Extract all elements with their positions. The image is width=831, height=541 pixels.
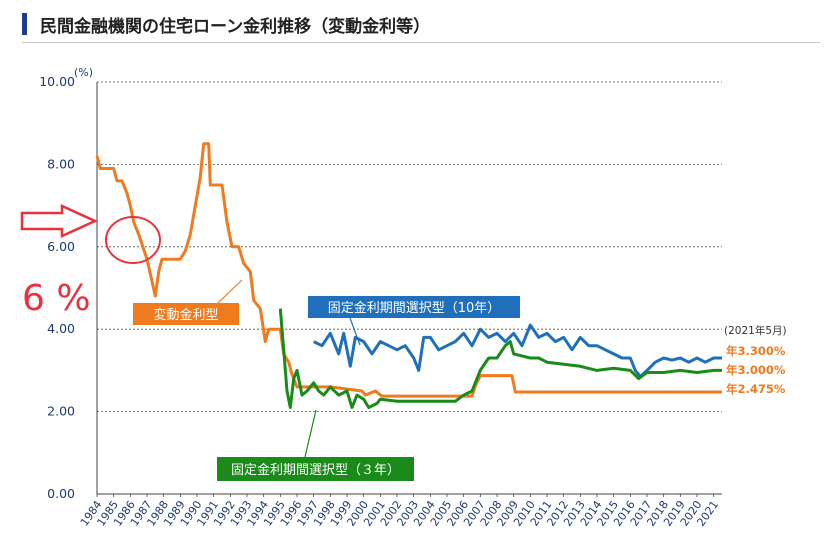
series-label-text: 変動金利型 [153,307,218,323]
y-tick-label: 6.00 [47,239,75,254]
series-label-connector [217,279,243,304]
series-label-connector [304,409,317,458]
highlight-circle-icon [105,216,161,264]
fixed-3y-line [278,308,722,409]
title-accent-mark [22,13,27,35]
series-label-box [308,296,520,318]
series-end-label: 年3.300% [726,344,786,358]
y-tick-label: 8.00 [47,156,75,171]
right-arrow-icon [20,204,99,238]
y-axis-unit: (%) [74,66,93,79]
y-tick-label: 4.00 [47,321,75,336]
page-title: 民間金融機関の住宅ローン金利推移（変動金利等） [40,17,431,37]
title-divider [22,42,820,43]
series-label-connector [349,317,361,346]
series-label-text: 固定金利期間選択型（３年） [231,462,400,478]
series-label-box [133,303,239,325]
title-bar: 民間金融機関の住宅ローン金利推移（変動金利等） [22,12,820,43]
fixed-10y-line [313,323,722,379]
date-note: (2021年5月) [724,324,787,337]
series-end-label: 年3.000% [726,363,786,377]
series-label-text: 固定金利期間選択型（10年） [328,300,501,316]
y-tick-label: 0.00 [47,486,75,501]
y-tick-label: 10.00 [39,74,75,89]
y-tick-label: 2.00 [47,404,75,419]
variable-rate-line [95,142,722,398]
series-label-box [217,457,414,481]
annotation-six-percent: 6 % [22,278,91,319]
series-end-label: 年2.475% [726,382,786,396]
